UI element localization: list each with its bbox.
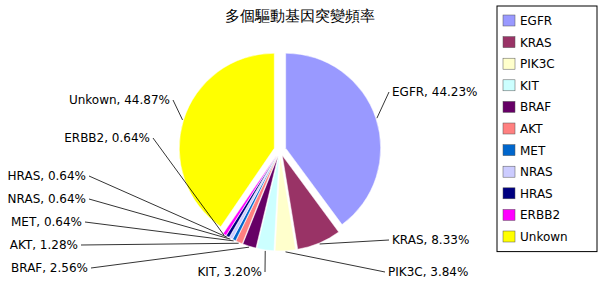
legend-entry: NRAS (520, 165, 553, 179)
leader-line (85, 222, 234, 241)
legend-swatch (503, 231, 515, 242)
legend-entry: ERBB2 (520, 208, 560, 222)
leader-line (265, 251, 266, 272)
legend-swatch (503, 123, 515, 134)
legend-entry: Unkown (520, 230, 568, 244)
legend-entry: HRAS (520, 187, 553, 201)
pie-slices (179, 53, 380, 251)
chart-svg: 多個驅動基因突變頻率 EGFR, 44.23% KRAS, 8.33% PIK3C, … (0, 0, 600, 285)
data-label: BRAF, 2.56% (11, 261, 88, 275)
data-label: ERBB2, 0.64% (64, 131, 150, 145)
legend-entry: AKT (520, 122, 543, 136)
data-label: MET, 0.64% (11, 215, 82, 229)
data-label: PIK3C, 3.84% (388, 265, 468, 279)
legend-entry: MET (520, 144, 546, 158)
data-label: NRAS, 0.64% (8, 192, 86, 206)
pie-slice (179, 53, 274, 226)
data-label: HRAS, 0.64% (8, 169, 86, 183)
legend-swatch (503, 15, 515, 26)
legend-swatch (503, 58, 515, 69)
legend-swatch (503, 80, 515, 91)
data-label: Unkown, 44.87% (69, 93, 170, 107)
legend-entry: KIT (520, 79, 539, 93)
leader-line (89, 176, 227, 237)
legend-box (497, 6, 597, 252)
legend-swatch (503, 145, 515, 156)
legend-swatch (503, 166, 515, 177)
leader-line (89, 199, 230, 239)
chart-title: 多個驅動基因突變頻率 (225, 7, 375, 25)
leader-line (320, 240, 389, 244)
legend-entry: KRAS (520, 36, 552, 50)
leader-line (173, 100, 183, 120)
leader-line (286, 252, 385, 272)
data-label: EGFR, 44.23% (392, 85, 478, 99)
data-labels: EGFR, 44.23% KRAS, 8.33% PIK3C, 3.84% KIT, … (8, 85, 478, 279)
data-label: KIT, 3.20% (198, 265, 263, 279)
leader-lines (81, 92, 389, 272)
legend-entry: BRAF (520, 100, 551, 114)
data-label: KRAS, 8.33% (392, 233, 469, 247)
legend-swatch (503, 37, 515, 48)
legend-swatch (503, 188, 515, 199)
leader-line (81, 243, 239, 245)
legend-swatch (503, 209, 515, 220)
leader-line (153, 138, 224, 235)
legend-entry: EGFR (520, 14, 552, 28)
leader-line (377, 92, 389, 118)
chart-container: 多個驅動基因突變頻率 EGFR, 44.23% KRAS, 8.33% PIK3C, … (0, 0, 600, 285)
legend-entry: PIK3C (520, 57, 555, 71)
legend-swatch (503, 101, 515, 112)
data-label: AKT, 1.28% (10, 238, 78, 252)
legend: EGFR KRAS PIK3C KIT BRAF AKT MET NRAS HRAS ERBB2 U… (497, 6, 597, 252)
